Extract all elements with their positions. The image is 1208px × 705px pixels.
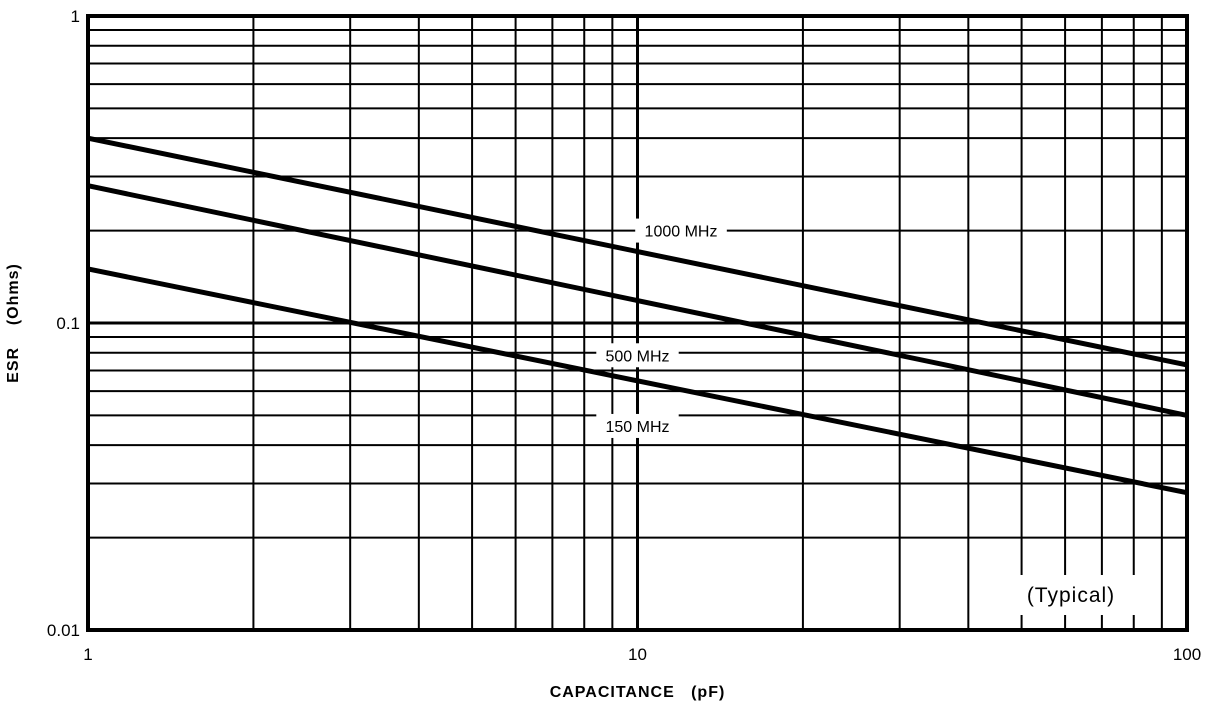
plot-frame (86, 14, 1189, 632)
series-label: 1000 MHz (645, 224, 718, 241)
x-tick-label: 1 (83, 645, 92, 664)
series-label-background (596, 413, 679, 438)
x-tick-label: 100 (1173, 645, 1201, 664)
x-tick-label: 10 (628, 645, 647, 664)
annotation-background (1005, 575, 1137, 615)
tick-labels: 1 10 100 0.01 0.1 1 (47, 7, 1201, 664)
y-tick-label: 0.01 (47, 621, 80, 640)
annotation-text: (Typical) (1027, 584, 1115, 607)
series-label-background (635, 218, 727, 243)
series-line-1000-mhz (87, 135, 1188, 368)
y-tick-label: 0.1 (56, 314, 80, 333)
y-axis-title: ESR (Ohms) (5, 263, 22, 383)
series-label: 150 MHz (605, 419, 669, 436)
series-layer (87, 135, 1188, 496)
series-labels: 1000 MHz 500 MHz 150 MHz (596, 218, 727, 438)
series-label-background (596, 343, 679, 368)
x-axis-title: CAPACITANCE (pF) (550, 684, 726, 701)
y-tick-label: 1 (71, 7, 80, 26)
series-label: 500 MHz (605, 348, 669, 365)
series-line-500-mhz (87, 183, 1188, 418)
series-line-150-mhz (87, 266, 1188, 496)
typical-annotation: (Typical) (1005, 575, 1137, 615)
